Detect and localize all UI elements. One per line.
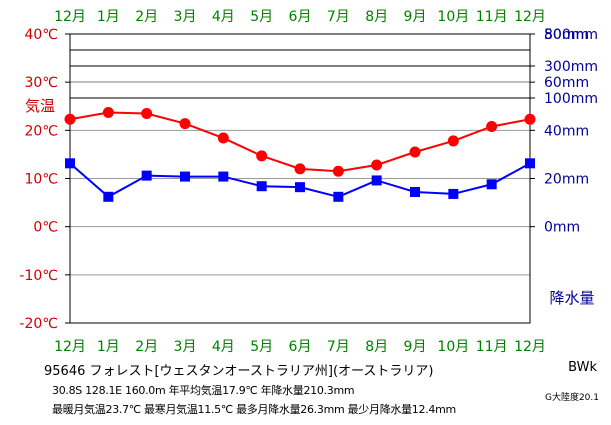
precipitation-point bbox=[218, 171, 229, 182]
temperature-tick-label: 0℃ bbox=[33, 220, 58, 236]
top-month-labels: 12月 1月 2月 3月 4月 5月 6月 7月 8月 9月 10月 11月 12月 bbox=[54, 9, 546, 25]
month-label: 1月 bbox=[97, 9, 120, 25]
series-layer bbox=[64, 107, 536, 202]
continentality-index: G大陸度20.1 bbox=[544, 393, 599, 403]
temperature-point bbox=[409, 146, 421, 158]
koppen-class: BWk bbox=[568, 360, 597, 375]
month-label: 10月 bbox=[437, 339, 469, 355]
temperature-point bbox=[217, 132, 229, 144]
precipitation-tick-label: 100mm bbox=[544, 91, 598, 107]
month-label: 4月 bbox=[212, 9, 235, 25]
temperature-point bbox=[524, 113, 536, 125]
precipitation-point bbox=[333, 191, 344, 202]
month-label: 7月 bbox=[327, 9, 350, 25]
precipitation-tick-label: 60mm bbox=[544, 75, 589, 91]
precipitation-point bbox=[371, 175, 382, 186]
precipitation-point bbox=[103, 191, 114, 202]
temperature-tick-label: 20℃ bbox=[24, 123, 58, 139]
month-label: 3月 bbox=[174, 9, 197, 25]
station-name: 95646 フォレスト[ウェスタンオーストラリア州](オーストラリア) bbox=[44, 364, 434, 379]
precipitation-tick-label: 20mm bbox=[544, 172, 589, 188]
temperature-tick-label: 30℃ bbox=[24, 75, 58, 91]
precipitation-point bbox=[256, 181, 267, 192]
month-label: 5月 bbox=[250, 9, 273, 25]
month-label: 10月 bbox=[437, 9, 469, 25]
temperature-tick-label: -10℃ bbox=[19, 268, 58, 284]
precipitation-point bbox=[448, 188, 459, 199]
month-label: 7月 bbox=[327, 339, 350, 355]
month-label: 6月 bbox=[289, 9, 312, 25]
month-label: 3月 bbox=[174, 339, 197, 355]
precipitation-point bbox=[65, 158, 75, 169]
month-label: 8月 bbox=[365, 9, 388, 25]
temperature-tick-labels: 40℃ 30℃ 20℃ 10℃ 0℃ -10℃ -20℃ bbox=[19, 27, 70, 332]
precipitation-point bbox=[525, 158, 535, 169]
temperature-point bbox=[102, 107, 114, 119]
precipitation-point bbox=[486, 179, 497, 190]
precipitation-point bbox=[141, 170, 152, 181]
temperature-point bbox=[371, 159, 383, 171]
month-label: 8月 bbox=[365, 339, 388, 355]
precipitation-point bbox=[410, 186, 420, 197]
month-label: 9月 bbox=[404, 339, 427, 355]
month-label: 12月 bbox=[54, 9, 86, 25]
month-label: 5月 bbox=[250, 339, 273, 355]
temperature-line bbox=[69, 111, 531, 173]
month-label: 9月 bbox=[404, 9, 427, 25]
chart-grid bbox=[70, 33, 530, 324]
month-label: 1月 bbox=[97, 339, 120, 355]
precipitation-tick-label: 40mm bbox=[544, 123, 589, 139]
temperature-point bbox=[64, 113, 76, 125]
temperature-point bbox=[179, 118, 191, 130]
climate-chart: 12月 1月 2月 3月 4月 5月 6月 7月 8月 9月 10月 11月 12月 12月 1月 2月 3月… bbox=[19, 9, 598, 355]
temperature-point bbox=[141, 107, 153, 119]
month-label: 12月 bbox=[514, 9, 546, 25]
temperature-tick-label: -20℃ bbox=[19, 316, 58, 332]
station-stats-1: 30.8S 128.1E 160.0m 年平均気温17.9℃ 年降水量210.3… bbox=[52, 384, 355, 397]
temperature-tick-label: 40℃ bbox=[24, 27, 58, 43]
station-stats-2: 最暖月気温23.7℃ 最寒月気温11.5℃ 最多月降水量26.3mm 最少月降水… bbox=[52, 403, 456, 416]
precipitation-tick-label: 80mm bbox=[544, 27, 589, 43]
precipitation-axis-title: 降水量 bbox=[549, 289, 594, 307]
temperature-point bbox=[294, 163, 306, 175]
temperature-point bbox=[447, 135, 459, 147]
month-label: 11月 bbox=[476, 9, 508, 25]
bottom-month-labels: 12月 1月 2月 3月 4月 5月 6月 7月 8月 9月 10月 11月 12月 bbox=[54, 339, 546, 355]
month-label: 6月 bbox=[289, 339, 312, 355]
temperature-tick-label: 10℃ bbox=[24, 172, 58, 188]
precipitation-tick-label: 300mm bbox=[544, 59, 598, 75]
month-label: 2月 bbox=[135, 9, 158, 25]
month-label: 12月 bbox=[54, 339, 86, 355]
month-label: 12月 bbox=[514, 339, 546, 355]
temperature-axis-title: 気温 bbox=[25, 97, 55, 115]
month-label: 2月 bbox=[135, 339, 158, 355]
month-label: 11月 bbox=[476, 339, 508, 355]
precipitation-tick-label: 0mm bbox=[544, 220, 580, 236]
precipitation-point bbox=[295, 182, 305, 193]
temperature-point bbox=[256, 150, 268, 162]
precipitation-tick-labels: 500mm 300mm 100mm 80mm 60mm 40mm 20mm 0mm bbox=[530, 27, 598, 236]
month-label: 4月 bbox=[212, 339, 235, 355]
temperature-point bbox=[486, 120, 498, 132]
precipitation-point bbox=[180, 171, 190, 182]
precipitation-tick-label: 500mm bbox=[544, 27, 598, 43]
temperature-point bbox=[332, 165, 344, 177]
